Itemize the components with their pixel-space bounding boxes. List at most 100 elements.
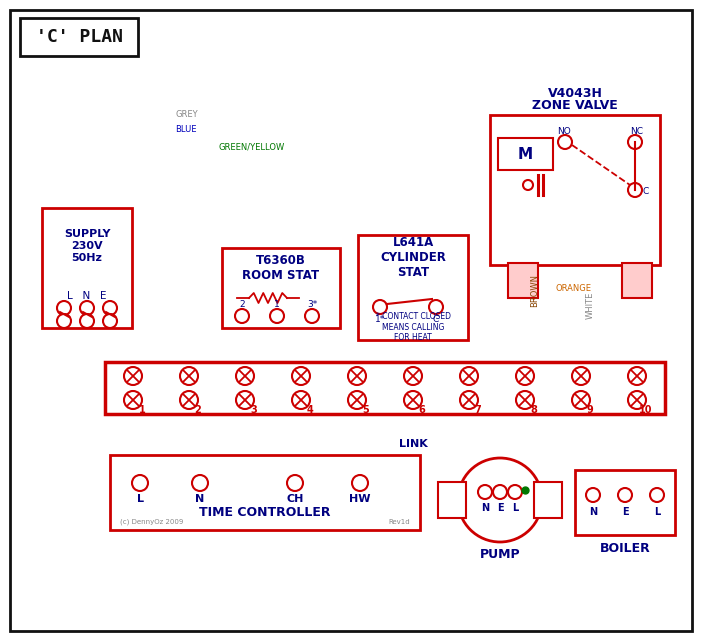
Circle shape [124,367,142,385]
Circle shape [558,135,572,149]
FancyBboxPatch shape [105,362,665,414]
Circle shape [508,485,522,499]
Text: BOILER: BOILER [600,542,650,556]
Text: NC: NC [630,126,644,135]
Text: ORANGE: ORANGE [555,284,591,293]
Text: 4: 4 [307,405,313,415]
Text: (c) DennyOz 2009: (c) DennyOz 2009 [120,519,183,525]
Text: 9: 9 [587,405,593,415]
Circle shape [628,391,646,409]
FancyBboxPatch shape [534,482,562,518]
Text: SUPPLY
230V
50Hz: SUPPLY 230V 50Hz [64,229,110,263]
Text: M: M [517,147,533,162]
Circle shape [586,488,600,502]
Text: 1*: 1* [375,315,385,324]
Circle shape [103,301,117,315]
Text: BLUE: BLUE [175,125,197,134]
Text: 6: 6 [418,405,425,415]
FancyBboxPatch shape [498,138,553,170]
Text: BROWN: BROWN [530,274,539,306]
Circle shape [57,314,71,328]
Circle shape [132,475,148,491]
Circle shape [305,309,319,323]
Text: NO: NO [557,126,571,135]
Circle shape [460,367,478,385]
Text: ZONE VALVE: ZONE VALVE [532,99,618,112]
Text: T6360B
ROOM STAT: T6360B ROOM STAT [242,254,319,282]
Circle shape [628,367,646,385]
FancyBboxPatch shape [20,18,138,56]
Text: 'C' PLAN: 'C' PLAN [36,28,123,46]
FancyBboxPatch shape [490,115,660,265]
Text: 7: 7 [475,405,482,415]
Circle shape [458,458,542,542]
Circle shape [516,391,534,409]
Circle shape [460,391,478,409]
Circle shape [572,391,590,409]
Text: 3: 3 [251,405,258,415]
FancyBboxPatch shape [222,248,340,328]
FancyBboxPatch shape [358,235,468,340]
Text: 2: 2 [239,299,245,308]
Text: GREEN/YELLOW: GREEN/YELLOW [218,142,284,151]
Circle shape [235,309,249,323]
Text: LINK: LINK [399,439,428,449]
Circle shape [270,309,284,323]
Text: L: L [512,503,518,513]
Text: L641A
CYLINDER
STAT: L641A CYLINDER STAT [380,235,446,278]
Text: C: C [643,187,649,196]
Circle shape [352,475,368,491]
Text: E: E [497,503,503,513]
FancyBboxPatch shape [42,208,132,328]
FancyBboxPatch shape [622,263,652,298]
Text: HW: HW [350,494,371,504]
Circle shape [373,300,387,314]
Circle shape [572,367,590,385]
Circle shape [348,391,366,409]
Text: PUMP: PUMP [479,549,520,562]
Text: GREY: GREY [175,110,198,119]
Text: 10: 10 [640,405,653,415]
Circle shape [236,391,254,409]
FancyBboxPatch shape [438,482,466,518]
Circle shape [292,367,310,385]
Circle shape [404,367,422,385]
Circle shape [404,391,422,409]
Circle shape [618,488,632,502]
Circle shape [180,391,198,409]
Text: 5: 5 [363,405,369,415]
Circle shape [57,301,71,315]
Circle shape [236,367,254,385]
Circle shape [124,391,142,409]
Circle shape [478,485,492,499]
Text: N: N [195,494,204,504]
Circle shape [192,475,208,491]
Text: 1: 1 [138,405,145,415]
Circle shape [348,367,366,385]
Text: E: E [622,507,628,517]
Circle shape [650,488,664,502]
Circle shape [292,391,310,409]
Circle shape [628,183,642,197]
Circle shape [523,180,533,190]
Text: 8: 8 [531,405,538,415]
Circle shape [180,367,198,385]
Text: V4043H: V4043H [548,87,602,99]
Circle shape [516,367,534,385]
Circle shape [493,485,507,499]
Text: N: N [589,507,597,517]
FancyBboxPatch shape [508,263,538,298]
FancyBboxPatch shape [110,455,420,530]
Text: L: L [654,507,660,517]
Circle shape [429,300,443,314]
Text: N: N [481,503,489,513]
Text: WHITE: WHITE [586,291,595,319]
Circle shape [80,314,94,328]
Circle shape [103,314,117,328]
Text: TIME CONTROLLER: TIME CONTROLLER [199,506,331,519]
Circle shape [628,135,642,149]
Text: L   N   E: L N E [67,291,107,301]
Text: C: C [433,315,439,324]
Circle shape [287,475,303,491]
Text: 3*: 3* [307,299,317,308]
